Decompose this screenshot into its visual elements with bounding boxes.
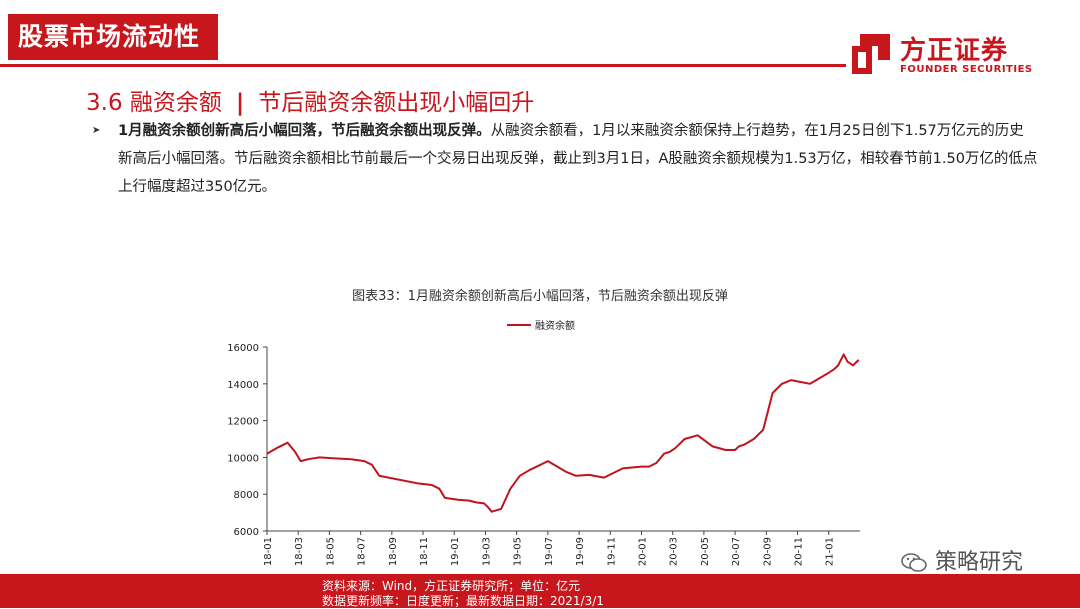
watermark-text: 策略研究	[935, 550, 1024, 575]
x-tick-label: 19-11	[606, 537, 617, 566]
x-tick-label: 20-01	[637, 537, 648, 566]
x-tick-label: 19-01	[450, 537, 461, 566]
x-tick-label: 19-07	[544, 537, 555, 566]
x-tick-label: 20-09	[762, 537, 773, 566]
legend-label: 融资余额	[535, 319, 575, 332]
series-line-margin-balance	[266, 353, 860, 513]
section-title: 3.6 融资余额 | 节后融资余额出现小幅回升	[86, 83, 534, 117]
bullet-body: 从融资余额看，1月以来融资余额保持上行趋势，在1月25日创下1.57万亿元的历史…	[118, 123, 1038, 195]
y-tick-label: 8000	[234, 490, 259, 501]
founder-logo-icon	[852, 34, 890, 74]
x-tick-label: 21-01	[825, 537, 836, 566]
y-tick-label: 12000	[227, 417, 259, 428]
y-tick-label: 6000	[234, 527, 259, 538]
footer-update: 数据更新频率：日度更新；最新数据日期：2021/3/1	[322, 594, 604, 608]
footer-bar: 资料来源：Wind，方正证券研究所；单位：亿元 数据更新频率：日度更新；最新数据…	[0, 574, 1080, 608]
footer-source: 资料来源：Wind，方正证券研究所；单位：亿元	[322, 579, 581, 593]
logo-en-name: FOUNDER SECURITIES	[900, 64, 1033, 75]
x-tick-label: 20-05	[700, 537, 711, 566]
x-tick-label: 19-05	[513, 537, 524, 566]
x-tick-label: 18-01	[263, 537, 274, 566]
bullet-paragraph: 1月融资余额创新高后小幅回落，节后融资余额出现反弹。从融资余额看，1月以来融资余…	[118, 117, 1038, 201]
x-tick-label: 18-09	[388, 537, 399, 566]
x-tick-label: 20-07	[731, 537, 742, 566]
figure-title: 图表33：1月融资余额创新高后小幅回落，节后融资余额出现反弹	[352, 289, 728, 304]
x-tick-label: 18-11	[419, 537, 430, 566]
wechat-icon	[901, 553, 927, 572]
header-rule	[0, 64, 846, 67]
logo-cn-name: 方正证券	[900, 36, 1009, 66]
x-tick-label: 19-03	[481, 537, 492, 566]
bullet-bold-lead: 1月融资余额创新高后小幅回落，节后融资余额出现反弹。	[118, 123, 491, 139]
section-subtitle: 节后融资余额出现小幅回升	[258, 90, 535, 116]
category-tag: 股票市场流动性	[8, 14, 218, 60]
brand-logo: 方正证券 FOUNDER SECURITIES	[848, 30, 1038, 80]
x-tick-label: 20-03	[669, 537, 680, 566]
section-separator: |	[235, 90, 245, 116]
x-tick-label: 18-07	[357, 537, 368, 566]
section-number: 3.6 融资余额	[86, 90, 222, 116]
margin-balance-chart: 6000 8000 10000 12000 14000 16000 18-01 18-03 18…	[227, 319, 860, 566]
y-tick-label: 16000	[227, 343, 259, 354]
x-tick-label: 18-03	[294, 537, 305, 566]
y-tick-label: 10000	[227, 453, 259, 464]
x-tick-label: 18-05	[325, 537, 336, 566]
wechat-watermark: 策略研究	[900, 544, 1023, 576]
x-tick-label: 19-09	[575, 537, 586, 566]
y-tick-label: 14000	[227, 380, 259, 391]
bullet-arrow-icon: ➤	[92, 125, 101, 136]
x-tick-label: 20-11	[794, 537, 805, 566]
